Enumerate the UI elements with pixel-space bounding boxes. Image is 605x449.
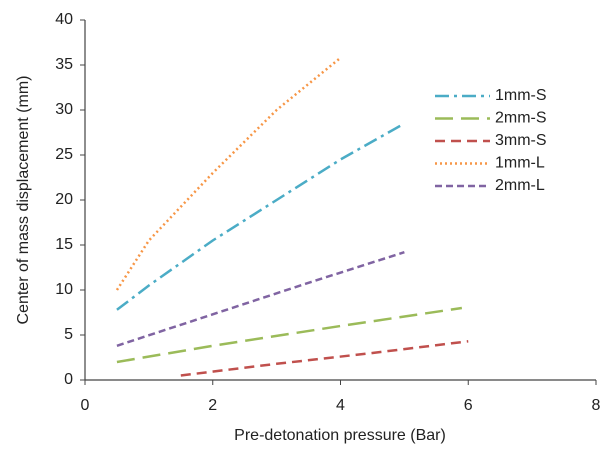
y-tick-label: 30 — [55, 101, 73, 118]
y-tick-label: 40 — [55, 11, 73, 28]
legend-label: 1mm-S — [495, 87, 547, 104]
x-tick-label: 0 — [81, 397, 90, 414]
x-tick-label: 8 — [592, 397, 601, 414]
legend-label: 1mm-L — [495, 155, 545, 172]
y-tick-label: 25 — [55, 146, 73, 163]
x-tick-label: 4 — [336, 397, 345, 414]
legend-label: 2mm-S — [495, 110, 547, 127]
y-tick-label: 0 — [64, 371, 73, 388]
y-tick-label: 35 — [55, 56, 73, 73]
legend-label: 2mm-L — [495, 177, 545, 194]
x-tick-label: 6 — [464, 397, 473, 414]
y-tick-label: 20 — [55, 191, 73, 208]
data-line — [180, 340, 469, 377]
data-line — [116, 306, 463, 364]
y-axis-label: Center of mass displacement (mm) — [15, 76, 32, 325]
data-line — [115, 56, 342, 291]
data-line — [116, 251, 405, 347]
data-line — [116, 122, 405, 311]
y-tick-label: 10 — [55, 281, 73, 298]
x-axis-label: Pre-detonation pressure (Bar) — [234, 427, 446, 444]
x-tick-label: 2 — [208, 397, 217, 414]
y-tick-label: 5 — [64, 326, 73, 343]
legend-label: 3mm-S — [495, 132, 547, 149]
y-tick-label: 15 — [55, 236, 73, 253]
